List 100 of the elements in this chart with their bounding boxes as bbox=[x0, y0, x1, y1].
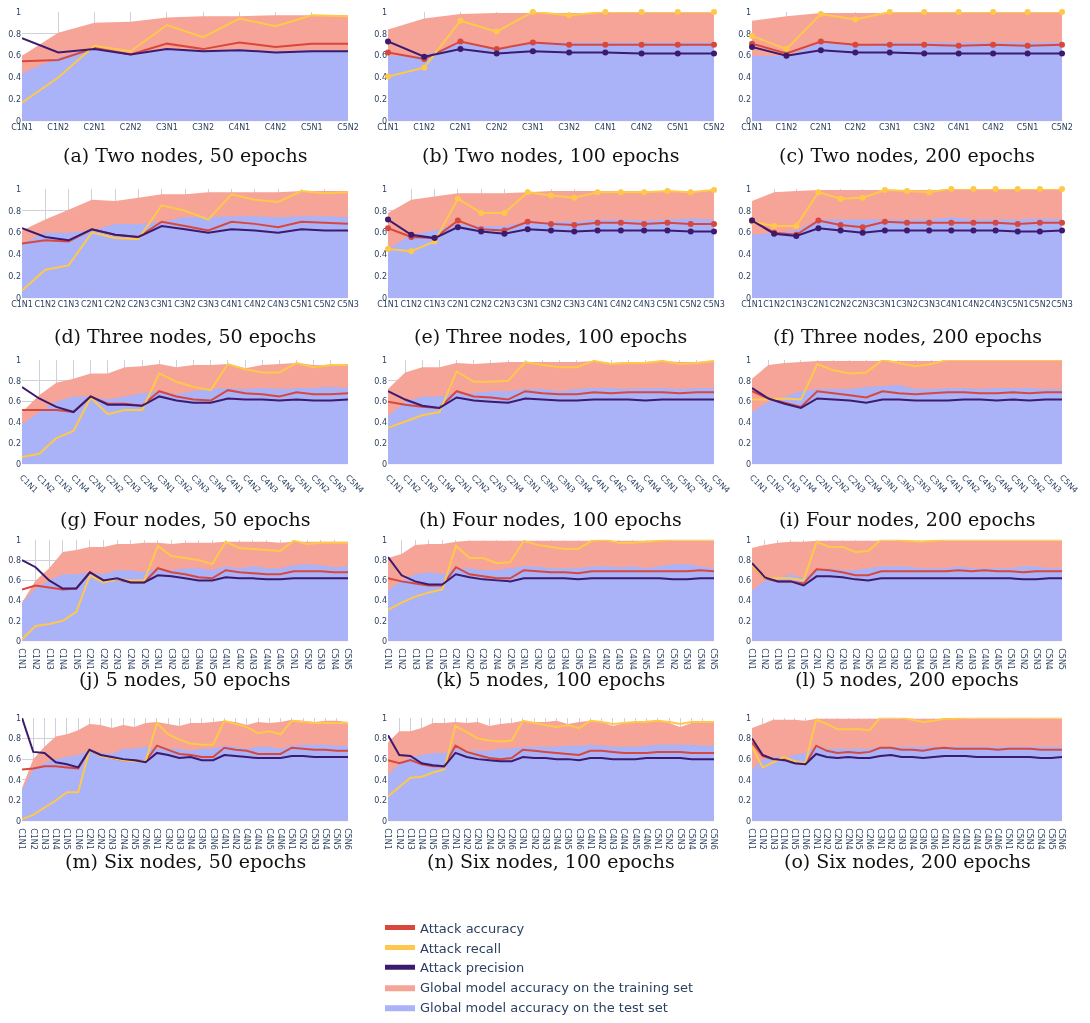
x-tick-label: C5N5 bbox=[332, 828, 342, 850]
x-tick-label: C2N1 bbox=[85, 648, 95, 670]
x-tick-label: C5N2 bbox=[1018, 648, 1028, 670]
x-tick-label: C2N6 bbox=[507, 828, 517, 850]
y-tick-label: 1 bbox=[745, 535, 751, 545]
x-tick-label: C1N3 bbox=[44, 648, 54, 670]
x-tick-label: C1N1 bbox=[17, 828, 27, 850]
x-tick-label: C4N5 bbox=[275, 648, 285, 670]
x-tick-label: C4N1 bbox=[585, 828, 595, 850]
x-tick-label: C2N2 bbox=[470, 300, 493, 310]
x-tick-label: C1N2 bbox=[400, 300, 423, 310]
y-tick-label: 0.8 bbox=[8, 555, 21, 565]
x-tick-label: C4N5 bbox=[630, 828, 640, 850]
text: (c) Two nodes, 200 epochs bbox=[779, 144, 1035, 166]
y-tick-label: 0.4 bbox=[8, 250, 21, 260]
text: (n) Six nodes, 100 epochs bbox=[427, 850, 675, 872]
y-tick-label: 0.2 bbox=[8, 272, 21, 282]
x-tick-label: C3N5 bbox=[197, 828, 207, 850]
y-tick-label: 0.8 bbox=[8, 29, 21, 39]
x-tick-label: C3N3 bbox=[197, 300, 220, 310]
x-tick-label: C1N4 bbox=[417, 828, 427, 850]
y-tick-label: 0 bbox=[745, 816, 751, 826]
x-tick-label: C3N4 bbox=[559, 648, 569, 670]
y-tick-label: 0.8 bbox=[738, 555, 751, 565]
x-tick-label: C4N2 bbox=[609, 300, 632, 310]
x-tick-label: C3N1 bbox=[522, 123, 544, 133]
y-tick-label: 0.6 bbox=[8, 51, 21, 61]
x-tick-label: C5N3 bbox=[703, 300, 725, 310]
x-tick-label: C2N5 bbox=[129, 828, 139, 850]
x-tick-label: C5N4 bbox=[329, 648, 339, 670]
y-tick-label: 0 bbox=[745, 460, 751, 470]
x-tick-label: C5N2 bbox=[1014, 828, 1024, 850]
x-tick-label: C3N6 bbox=[208, 828, 218, 850]
x-tick-label: C3N1 bbox=[516, 300, 539, 310]
x-tick-label: C4N4 bbox=[979, 648, 989, 670]
y-tick-label: 0.8 bbox=[374, 206, 387, 216]
y-tick-label: 0.4 bbox=[738, 418, 751, 428]
text: (h) Four nodes, 100 epochs bbox=[419, 508, 682, 530]
x-tick-label: C2N2 bbox=[829, 300, 852, 310]
x-tick-label: C4N3 bbox=[633, 300, 656, 310]
x-tick-label: C1N3 bbox=[785, 300, 808, 310]
y-tick-label: 0 bbox=[381, 460, 387, 470]
x-tick-label: C5N4 bbox=[686, 828, 696, 850]
x-tick-label: C1N2 bbox=[775, 123, 798, 133]
y-tick-label: 0.6 bbox=[374, 228, 387, 238]
x-tick-label: C2N1 bbox=[807, 300, 830, 310]
y-tick-label: 0.2 bbox=[374, 272, 387, 282]
x-tick-label: C4N2 bbox=[600, 648, 610, 670]
x-tick-label: C2N5 bbox=[495, 828, 505, 850]
x-tick-label: C5N5 bbox=[1057, 648, 1067, 670]
x-tick-label: C5N1 bbox=[653, 828, 663, 850]
x-tick-label: C5N2 bbox=[302, 648, 312, 670]
y-tick-label: 0.4 bbox=[738, 596, 751, 606]
x-tick-label: C1N6 bbox=[800, 828, 810, 850]
x-tick-label: C1N2 bbox=[394, 828, 404, 850]
x-tick-label: C2N4 bbox=[126, 648, 136, 670]
x-tick-label: C3N2 bbox=[532, 648, 542, 670]
x-tick-label: C3N1 bbox=[875, 828, 885, 850]
x-tick-label: C4N2 bbox=[234, 648, 244, 670]
y-tick-label: 0.2 bbox=[374, 796, 387, 806]
y-tick-label: 0.6 bbox=[8, 576, 21, 586]
y-tick-label: 0.8 bbox=[374, 29, 387, 39]
y-tick-label: 0.2 bbox=[738, 796, 751, 806]
x-tick-label: C3N2 bbox=[913, 123, 936, 133]
y-tick-label: 0.8 bbox=[738, 734, 751, 744]
x-tick-label: C3N1 bbox=[156, 123, 178, 133]
x-tick-label: C1N1 bbox=[377, 300, 399, 310]
x-tick-label: C1N1 bbox=[383, 828, 393, 850]
legend-label: Attack recall bbox=[420, 940, 502, 956]
x-tick-label: C1N2 bbox=[34, 300, 57, 310]
x-tick-label: C3N5 bbox=[928, 648, 938, 670]
x-tick-label: C4N1 bbox=[228, 123, 251, 133]
x-tick-label: C4N6 bbox=[641, 828, 651, 850]
x-tick-label: C4N1 bbox=[594, 123, 617, 133]
x-tick-label: C2N2 bbox=[119, 123, 142, 133]
x-tick-label: C3N2 bbox=[192, 123, 214, 133]
x-tick-label: C1N1 bbox=[383, 648, 393, 670]
x-tick-label: C3N3 bbox=[918, 300, 941, 310]
x-tick-label: C2N3 bbox=[478, 648, 488, 670]
x-tick-label: C4N2 bbox=[243, 300, 266, 310]
x-tick-label: C4N3 bbox=[267, 300, 290, 310]
x-tick-label: C2N3 bbox=[837, 648, 847, 670]
y-tick-label: 0.4 bbox=[738, 73, 751, 83]
x-tick-label: C4N6 bbox=[993, 828, 1003, 850]
x-tick-label: C1N6 bbox=[73, 828, 83, 850]
x-tick-label: C4N2 bbox=[230, 828, 240, 850]
x-tick-label: C1N3 bbox=[405, 828, 415, 850]
x-tick-label: C1N5 bbox=[71, 648, 81, 670]
x-tick-label: C4N5 bbox=[641, 648, 651, 670]
x-tick-label: C1N3 bbox=[768, 828, 778, 850]
x-tick-label: C1N1 bbox=[11, 123, 33, 133]
x-tick-label: C4N4 bbox=[253, 828, 263, 850]
x-tick-label: C5N2 bbox=[703, 123, 725, 133]
x-tick-label: C2N1 bbox=[84, 828, 94, 850]
y-tick-label: 0.8 bbox=[738, 376, 751, 386]
y-tick-label: 0.2 bbox=[738, 439, 751, 449]
x-tick-label: C5N2 bbox=[679, 300, 702, 310]
x-tick-label: C1N4 bbox=[58, 648, 68, 670]
y-tick-label: 0.6 bbox=[374, 754, 387, 764]
x-tick-label: C4N4 bbox=[971, 828, 981, 850]
